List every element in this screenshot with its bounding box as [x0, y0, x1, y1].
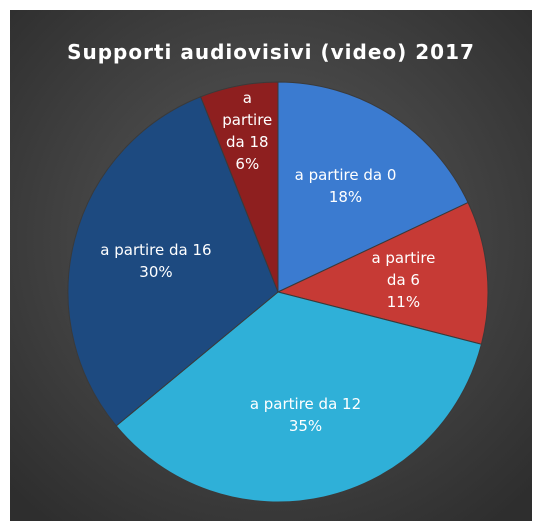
- category-label: a partire da 0: [294, 165, 397, 184]
- pie-slice: [67, 96, 279, 427]
- data-label: a partire da 16 30%: [86, 239, 226, 283]
- category-label: a partire da 12: [249, 394, 362, 413]
- category-label: a partire da 16: [100, 240, 212, 259]
- pie-slice: [277, 81, 469, 293]
- category-label: a partire da 6: [371, 249, 436, 290]
- pie-slice: [115, 291, 483, 503]
- value-label: 35%: [288, 416, 323, 435]
- value-label: 18%: [328, 187, 363, 206]
- value-label: 30%: [139, 262, 173, 281]
- chart-title: Supporti audiovisivi (video) 2017: [67, 40, 475, 64]
- category-label: a partire da 18: [222, 89, 273, 152]
- data-label: a partire da 12 35%: [235, 393, 375, 437]
- data-label: a partire da 18 6%: [220, 87, 275, 175]
- value-label: 11%: [386, 293, 421, 312]
- pie-slice: [200, 81, 279, 293]
- data-label: a partire da 0 18%: [285, 164, 407, 208]
- data-label: a partire da 6 11%: [365, 247, 442, 313]
- pie-slice: [276, 201, 489, 345]
- value-label: 6%: [235, 155, 260, 174]
